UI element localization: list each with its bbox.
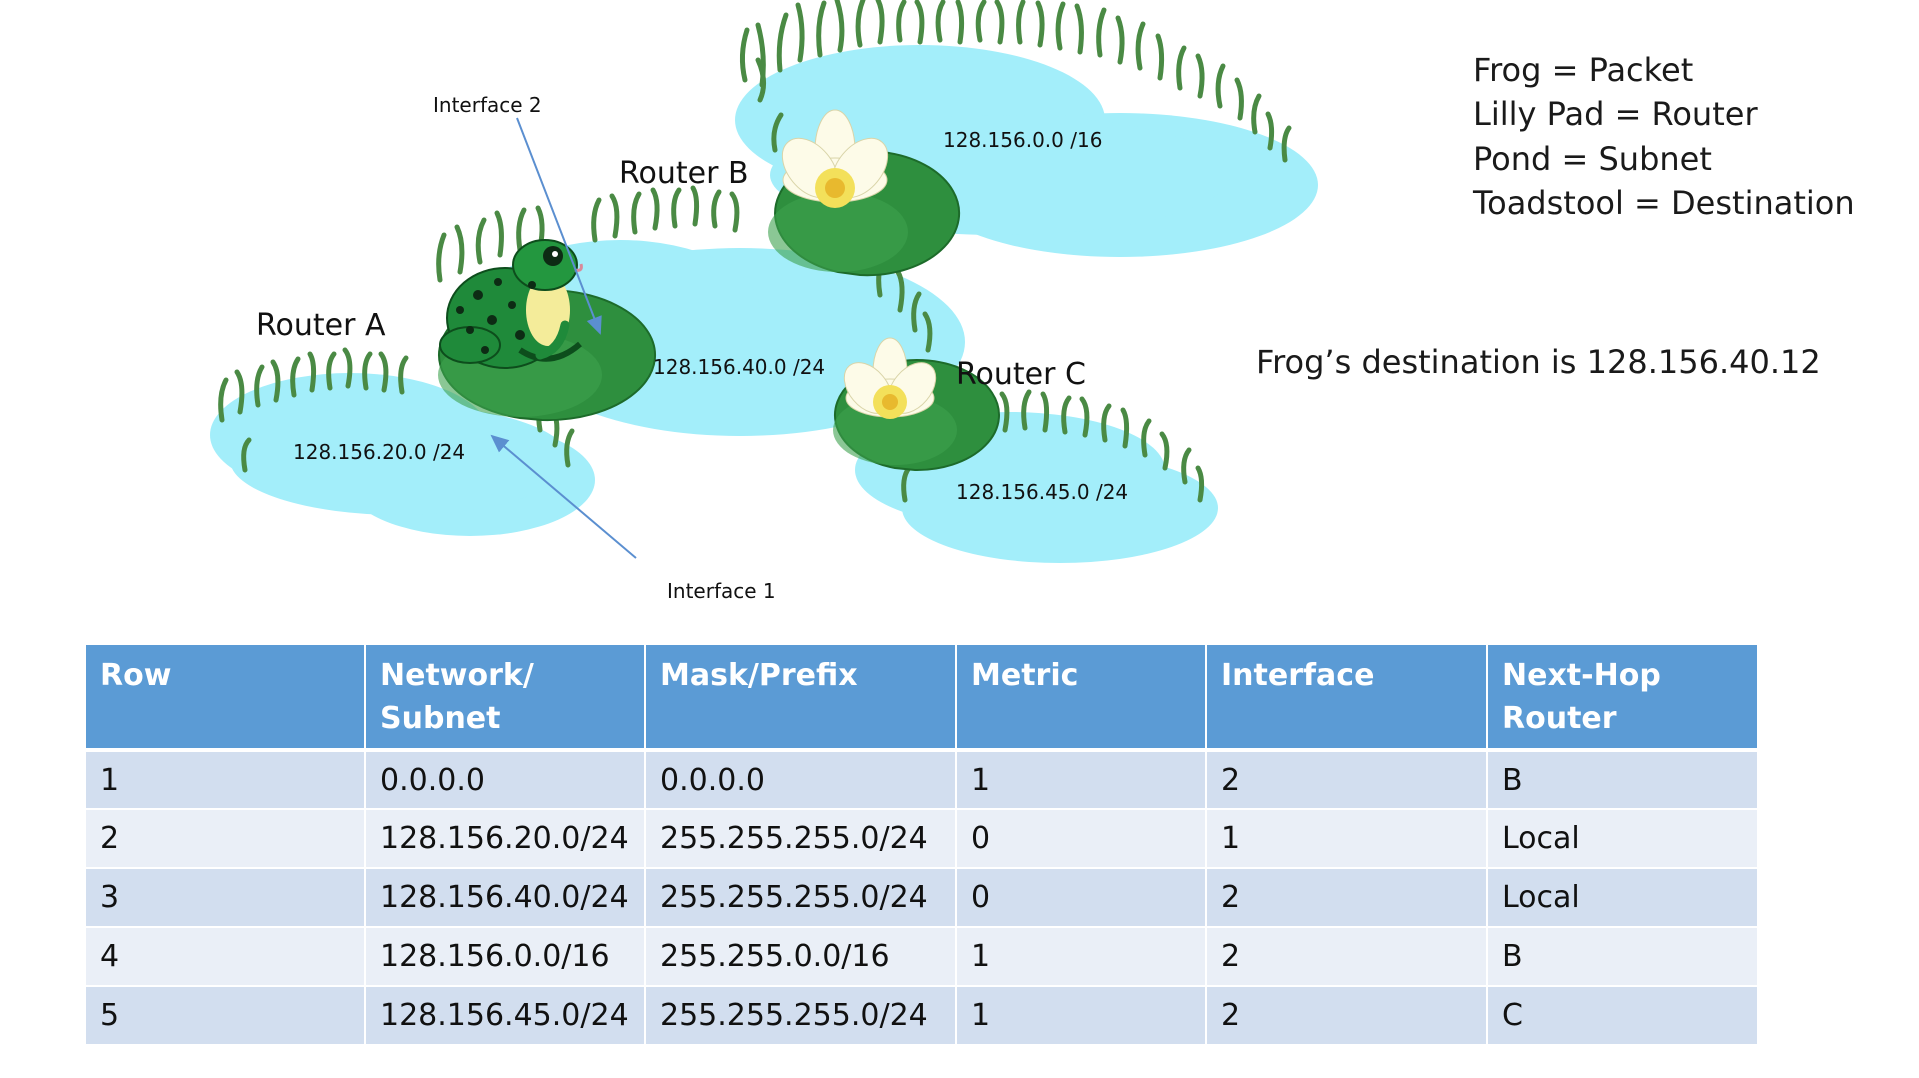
legend-item-frog: Frog = Packet (1473, 51, 1694, 89)
subnet-label-128-156-45-0-24: 128.156.45.0 /24 (956, 480, 1128, 504)
table-cell: Local (1487, 868, 1759, 928)
table-cell: B (1487, 750, 1759, 810)
table-cell: 2 (1206, 868, 1488, 928)
table-cell: 0.0.0.0 (365, 750, 646, 810)
table-cell: 0.0.0.0 (645, 750, 957, 810)
table-cell: C (1487, 986, 1759, 1046)
table-cell: 1 (956, 750, 1207, 810)
column-header-network-subnet: Network/ Subnet (365, 645, 646, 752)
table-cell: 5 (86, 986, 366, 1046)
table-cell: 128.156.20.0/24 (365, 809, 646, 869)
table-header-row: Row Network/ Subnet Mask/Prefix Metric I… (86, 645, 1759, 752)
water-lily-flower-c (843, 337, 937, 419)
table-row: 2 128.156.20.0/24 255.255.255.0/24 0 1 L… (86, 809, 1759, 869)
subnet-label-128-156-20-0-24: 128.156.20.0 /24 (293, 440, 465, 464)
table-cell: 255.255.255.0/24 (645, 986, 957, 1046)
router-b-label: Router B (619, 156, 749, 191)
frog-destination-text: Frog’s destination is 128.156.40.12 (1256, 343, 1821, 381)
table-cell: 2 (86, 809, 366, 869)
table-cell: 4 (86, 927, 366, 987)
table-cell: 255.255.255.0/24 (645, 809, 957, 869)
table-cell: 0 (956, 868, 1207, 928)
grass-pond-top (739, 0, 1292, 163)
table-cell: 128.156.0.0/16 (365, 927, 646, 987)
pond-128-156-20-0-24 (210, 373, 595, 536)
router-a-label: Router A (256, 308, 386, 343)
column-header-row: Row (86, 645, 366, 752)
column-header-metric: Metric (956, 645, 1207, 752)
table-row: 4 128.156.0.0/16 255.255.0.0/16 1 2 B (86, 927, 1759, 987)
table-cell: 255.255.0.0/16 (645, 927, 957, 987)
table-row: 1 0.0.0.0 0.0.0.0 1 2 B (86, 750, 1759, 810)
table-row: 5 128.156.45.0/24 255.255.255.0/24 1 2 C (86, 986, 1759, 1046)
legend-item-toadstool: Toadstool = Destination (1473, 184, 1855, 222)
column-header-next-hop-router: Next-Hop Router (1487, 645, 1759, 752)
interface-1-label: Interface 1 (667, 579, 776, 603)
router-c-label: Router C (956, 357, 1086, 392)
table-cell: 1 (956, 927, 1207, 987)
interface-1-arrow (490, 434, 637, 559)
table-row: 3 128.156.40.0/24 255.255.255.0/24 0 2 L… (86, 868, 1759, 928)
interface-2-label: Interface 2 (433, 93, 542, 117)
lily-pad-router-c (833, 337, 1000, 472)
water-lily-flower-b (781, 109, 889, 208)
routing-table: Row Network/ Subnet Mask/Prefix Metric I… (86, 645, 1759, 1046)
table-cell: 128.156.40.0/24 (365, 868, 646, 928)
table-cell: B (1487, 927, 1759, 987)
lily-pad-router-b (768, 109, 961, 277)
legend-item-lily-pad: Lilly Pad = Router (1473, 95, 1758, 133)
grass-pond-middle (436, 185, 933, 353)
subnet-label-128-156-40-0-24: 128.156.40.0 /24 (653, 355, 825, 379)
table-cell: 2 (1206, 927, 1488, 987)
column-header-mask-prefix: Mask/Prefix (645, 645, 957, 752)
table-cell: 0 (956, 809, 1207, 869)
interface-2-arrow (516, 117, 602, 335)
table-cell: 128.156.45.0/24 (365, 986, 646, 1046)
table-cell: 1 (1206, 809, 1488, 869)
table-cell: 3 (86, 868, 366, 928)
table-cell: 2 (1206, 750, 1488, 810)
subnet-label-128-156-0-0-16: 128.156.0.0 /16 (943, 128, 1102, 152)
table-cell: 255.255.255.0/24 (645, 868, 957, 928)
table-cell: 1 (86, 750, 366, 810)
table-cell: Local (1487, 809, 1759, 869)
table-cell: 2 (1206, 986, 1488, 1046)
legend-item-pond: Pond = Subnet (1473, 140, 1712, 178)
column-header-interface: Interface (1206, 645, 1488, 752)
table-cell: 1 (956, 986, 1207, 1046)
